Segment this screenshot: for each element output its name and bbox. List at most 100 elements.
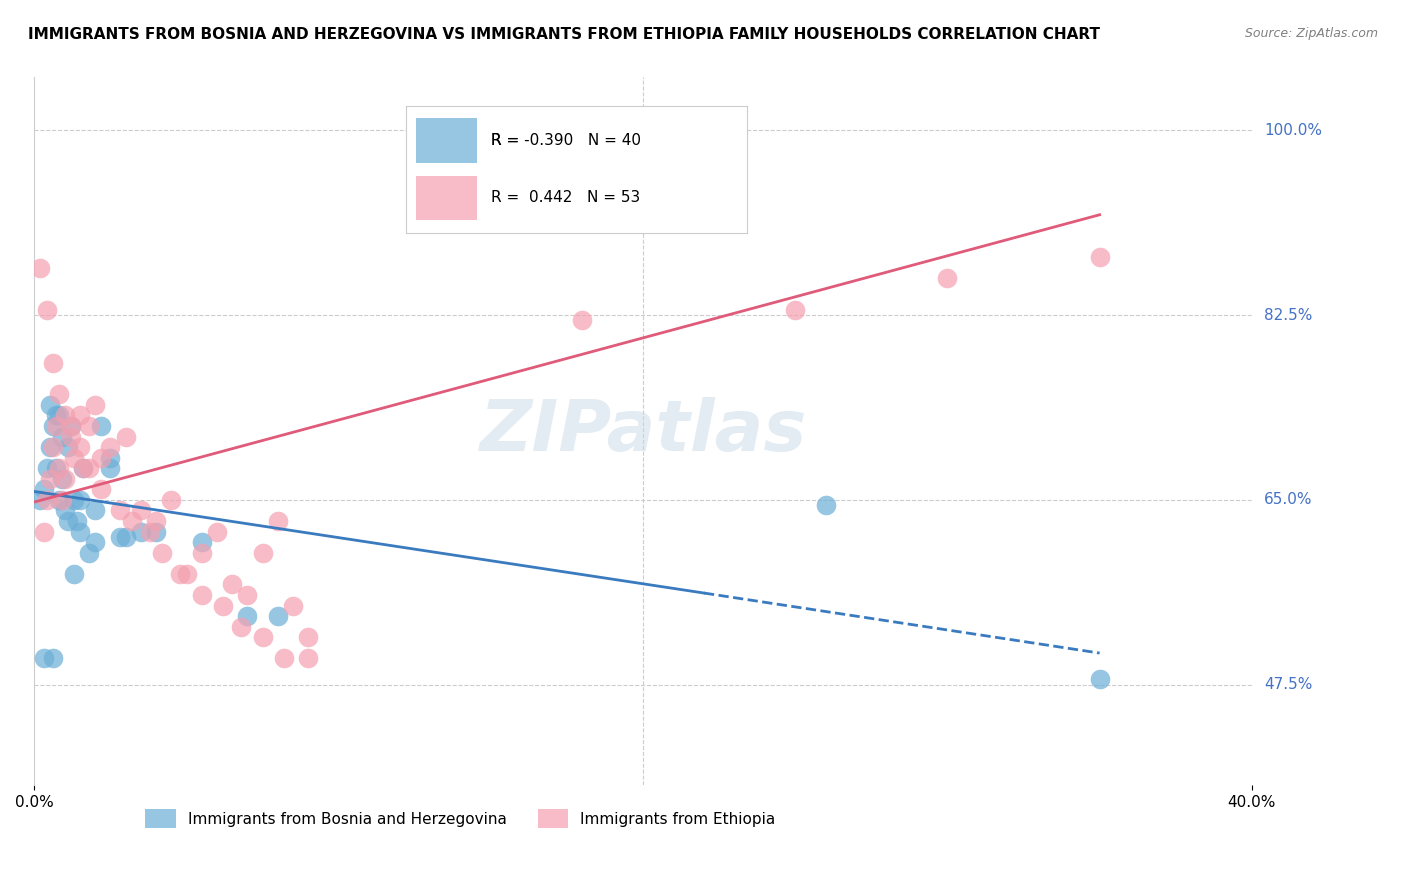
Point <box>41 651 63 665</box>
Point <box>100 440 122 454</box>
Point <box>236 588 259 602</box>
Point <box>32 483 55 497</box>
Point <box>129 524 152 539</box>
Point <box>48 387 70 401</box>
Point <box>59 419 82 434</box>
Point <box>785 302 807 317</box>
Point <box>45 409 67 423</box>
Point <box>63 566 86 581</box>
Point <box>51 429 73 443</box>
Point <box>66 514 89 528</box>
Point <box>56 440 79 454</box>
Point <box>90 483 112 497</box>
Point <box>53 409 76 423</box>
Point <box>35 492 58 507</box>
Point <box>1088 250 1111 264</box>
Point <box>48 461 70 475</box>
Point <box>32 524 55 539</box>
Text: ZIPatlas: ZIPatlas <box>479 397 807 466</box>
Point <box>38 440 60 454</box>
Point <box>160 492 183 507</box>
Point <box>69 492 91 507</box>
Text: 100.0%: 100.0% <box>1264 123 1322 137</box>
Point <box>90 419 112 434</box>
Point <box>41 356 63 370</box>
Text: IMMIGRANTS FROM BOSNIA AND HERZEGOVINA VS IMMIGRANTS FROM ETHIOPIA FAMILY HOUSEH: IMMIGRANTS FROM BOSNIA AND HERZEGOVINA V… <box>28 27 1099 42</box>
Point <box>72 461 94 475</box>
Point <box>69 440 91 454</box>
Point <box>53 503 76 517</box>
Point <box>273 651 295 665</box>
Point <box>48 409 70 423</box>
Point <box>77 461 100 475</box>
Point <box>77 546 100 560</box>
Point <box>169 566 191 581</box>
Point <box>35 302 58 317</box>
Point <box>267 514 290 528</box>
Point <box>69 409 91 423</box>
Point <box>59 419 82 434</box>
Text: 47.5%: 47.5% <box>1264 677 1312 692</box>
Point <box>297 630 319 644</box>
Point <box>114 429 136 443</box>
Point <box>252 630 274 644</box>
Point <box>51 472 73 486</box>
Point <box>191 535 214 549</box>
Point <box>252 546 274 560</box>
Point <box>205 524 228 539</box>
Point <box>63 450 86 465</box>
Point <box>281 599 304 613</box>
Point <box>145 514 167 528</box>
Legend: Immigrants from Bosnia and Herzegovina, Immigrants from Ethiopia: Immigrants from Bosnia and Herzegovina, … <box>139 803 782 834</box>
Point <box>59 429 82 443</box>
Point <box>814 498 837 512</box>
Point <box>30 492 52 507</box>
Point <box>90 450 112 465</box>
Point <box>84 503 107 517</box>
Point <box>231 620 253 634</box>
Point <box>236 609 259 624</box>
Point <box>191 588 214 602</box>
Point <box>108 530 131 544</box>
Text: Source: ZipAtlas.com: Source: ZipAtlas.com <box>1244 27 1378 40</box>
Point <box>191 546 214 560</box>
Point <box>45 461 67 475</box>
Text: 65.0%: 65.0% <box>1264 492 1312 508</box>
Point <box>84 535 107 549</box>
Point <box>69 524 91 539</box>
Point <box>267 609 290 624</box>
Point <box>32 651 55 665</box>
Point <box>30 260 52 275</box>
Point <box>84 398 107 412</box>
Point <box>38 472 60 486</box>
Point <box>100 461 122 475</box>
Text: 82.5%: 82.5% <box>1264 308 1312 323</box>
Point <box>145 524 167 539</box>
Point <box>35 461 58 475</box>
Point <box>221 577 243 591</box>
Point <box>77 419 100 434</box>
Point <box>212 599 235 613</box>
Point <box>63 492 86 507</box>
Point <box>297 651 319 665</box>
Point <box>121 514 143 528</box>
Point <box>38 398 60 412</box>
Point <box>45 419 67 434</box>
Point <box>100 450 122 465</box>
Point <box>936 271 959 285</box>
Point <box>48 492 70 507</box>
Point <box>1088 673 1111 687</box>
Point <box>72 461 94 475</box>
Point <box>41 419 63 434</box>
Point <box>139 524 162 539</box>
Point <box>41 440 63 454</box>
Point <box>108 503 131 517</box>
Point <box>150 546 173 560</box>
Point <box>176 566 198 581</box>
Point <box>129 503 152 517</box>
Point <box>56 514 79 528</box>
Point <box>53 472 76 486</box>
Point <box>51 492 73 507</box>
Point <box>571 313 593 327</box>
Point <box>936 852 959 866</box>
